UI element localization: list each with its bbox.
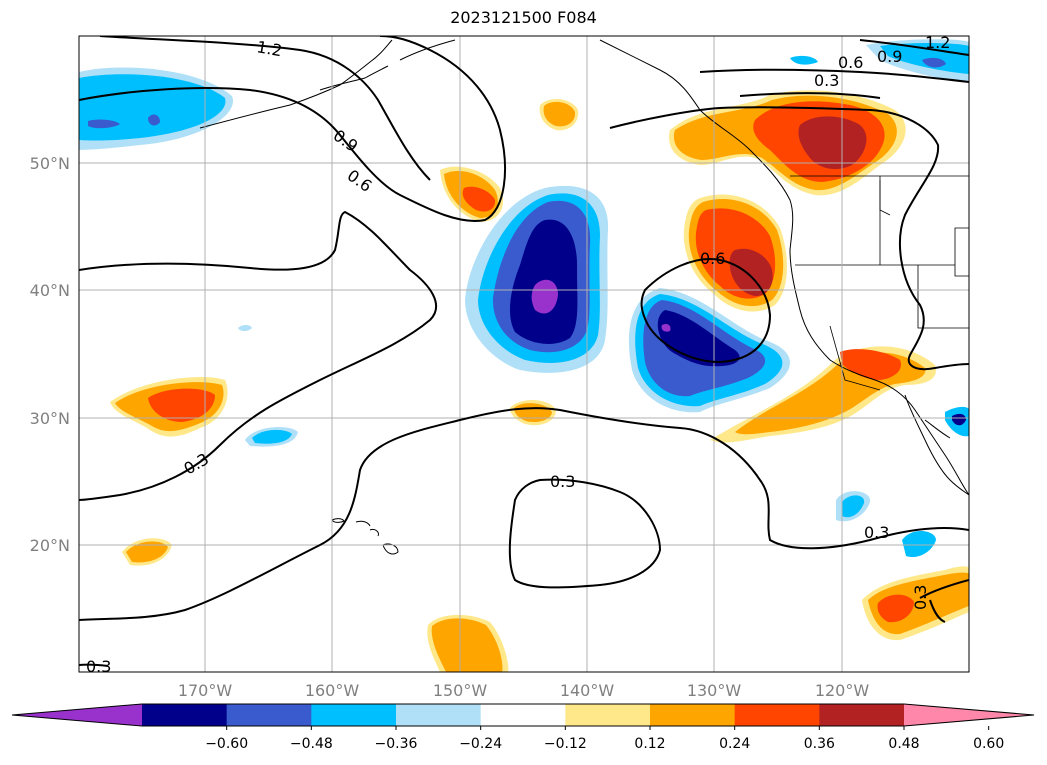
contour-label: 0.6 (700, 249, 725, 268)
lat-label: 20°N (30, 536, 70, 555)
colorbar-tick-label: −0.48 (290, 736, 333, 752)
political-borders (790, 175, 969, 391)
lon-label: 120°W (815, 681, 870, 700)
contour-label: 0.3 (550, 472, 575, 491)
gridlines (79, 36, 969, 672)
colorbar-segment (226, 704, 312, 726)
colorbar-tick-label: −0.12 (544, 736, 587, 752)
colorbar: −0.60 −0.48 −0.36 −0.24 −0.12 0.12 0.24 0.36 0.4… (11, 703, 1035, 752)
latitude-labels: 50°N 40°N 30°N 20°N (30, 154, 70, 555)
colorbar-extension-max (904, 704, 1034, 726)
colorbar-tick-label: 0.48 (888, 736, 919, 752)
colorbar-tick-label: 0.60 (973, 736, 1004, 752)
contour-label: 1.2 (255, 37, 283, 60)
lon-label: 150°W (433, 681, 488, 700)
contour-label: 0.9 (877, 47, 902, 66)
colorbar-segment (734, 704, 820, 726)
contour-label: 0.6 (838, 53, 863, 72)
colorbar-outline (11, 703, 1035, 727)
colorbar-segment (565, 704, 651, 726)
colorbar-segment (396, 704, 482, 726)
plot-frame (78, 35, 970, 673)
colorbar-tick-label: −0.36 (375, 736, 418, 752)
lon-label: 160°W (305, 681, 360, 700)
contour-label: 0.3 (911, 585, 930, 610)
contour-label: 0.3 (814, 71, 839, 90)
colorbar-extension-min (12, 704, 142, 726)
contour-label: 1.2 (925, 33, 950, 52)
colorbar-segment (819, 704, 905, 726)
contour-label: 0.3 (86, 657, 111, 676)
lat-label: 50°N (30, 154, 70, 173)
lon-label: 140°W (560, 681, 615, 700)
contour-label: 0.3 (864, 523, 889, 542)
contour-lines (79, 36, 969, 667)
colorbar-segment (142, 704, 228, 726)
lat-label: 30°N (30, 409, 70, 428)
lat-label: 40°N (30, 281, 70, 300)
colorbar-tick-label: 0.36 (804, 736, 835, 752)
colorbar-tick-label: −0.60 (205, 736, 248, 752)
colorbar-tick-label: 0.24 (719, 736, 750, 752)
lon-label: 130°W (687, 681, 742, 700)
filled-anomalies (79, 39, 969, 672)
colorbar-tick-label: −0.24 (459, 736, 502, 752)
colorbar-segment (311, 704, 397, 726)
colorbar-segment (650, 704, 736, 726)
map-title: 2023121500 F084 (450, 8, 597, 27)
colorbar-segment (480, 704, 566, 726)
longitude-labels: 170°W 160°W 150°W 140°W 130°W 120°W (178, 681, 870, 700)
colorbar-tick-label: 0.12 (634, 736, 665, 752)
lon-label: 170°W (178, 681, 233, 700)
